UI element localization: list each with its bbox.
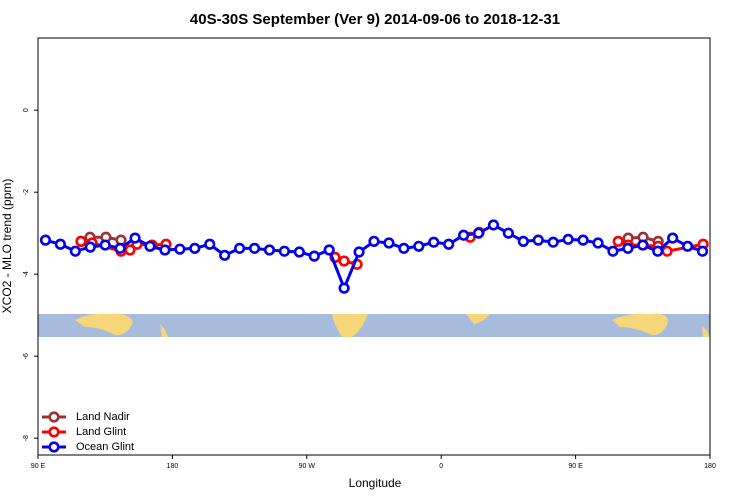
point <box>607 245 619 257</box>
point <box>612 235 624 247</box>
point <box>189 242 201 254</box>
x-tick-label: 90 W <box>299 463 316 470</box>
point <box>413 240 425 252</box>
point <box>562 233 574 245</box>
point <box>323 244 335 256</box>
y-axis-label: XCO2 - MLO trend (ppm) <box>0 179 14 314</box>
point <box>159 244 171 256</box>
x-tick-label: 90 E <box>31 463 46 470</box>
point <box>398 242 410 254</box>
point <box>592 237 604 249</box>
point <box>368 235 380 247</box>
point <box>622 242 634 254</box>
point <box>637 239 649 251</box>
point <box>263 244 276 256</box>
point <box>293 246 305 258</box>
x-tick-label: 90 E <box>568 463 583 470</box>
point <box>219 249 231 261</box>
point <box>652 245 664 257</box>
point <box>353 246 365 258</box>
y-tick-label: 0 <box>23 108 30 112</box>
legend-marker <box>48 441 60 453</box>
point <box>487 219 500 231</box>
x-axis-label: Longitude <box>349 476 402 490</box>
point <box>472 227 485 239</box>
point <box>234 242 246 254</box>
x-tick-label: 180 <box>704 463 716 470</box>
point <box>383 237 395 249</box>
point <box>174 243 186 255</box>
point <box>129 232 141 244</box>
point <box>661 245 673 257</box>
point <box>75 235 87 247</box>
point <box>696 245 709 257</box>
chart-title: 40S-30S September (Ver 9) 2014-09-06 to … <box>190 11 560 28</box>
point <box>69 245 81 257</box>
legend-label: Land Glint <box>76 426 126 438</box>
x-tick-label: 0 <box>439 463 443 470</box>
point <box>124 244 136 256</box>
point <box>248 242 261 254</box>
point <box>458 229 470 241</box>
legend-label: Ocean Glint <box>76 441 134 453</box>
point <box>144 240 156 252</box>
point <box>502 227 515 239</box>
point <box>338 282 350 294</box>
map-strip <box>38 313 710 337</box>
y-tick-label: -2 <box>23 189 30 195</box>
point <box>532 234 544 246</box>
point <box>428 236 440 248</box>
point <box>517 235 529 247</box>
point <box>681 240 694 252</box>
point <box>204 238 216 250</box>
series-line <box>45 223 704 293</box>
point <box>308 250 320 262</box>
point <box>547 236 559 248</box>
legend-label: Land Nadir <box>76 411 130 423</box>
legend-marker <box>48 411 60 423</box>
point <box>84 241 96 253</box>
point <box>338 255 350 267</box>
point <box>443 238 455 250</box>
y-tick-label: -6 <box>23 353 30 359</box>
point <box>667 232 679 244</box>
y-tick-label: -8 <box>23 435 30 441</box>
point <box>278 245 291 257</box>
point <box>577 234 589 246</box>
point <box>39 234 52 246</box>
point <box>54 238 67 250</box>
y-tick-label: -4 <box>23 271 30 277</box>
point <box>99 239 111 251</box>
point <box>114 242 126 254</box>
x-tick-label: 180 <box>167 463 179 470</box>
legend-marker <box>48 426 60 438</box>
plot-frame <box>37 37 711 456</box>
